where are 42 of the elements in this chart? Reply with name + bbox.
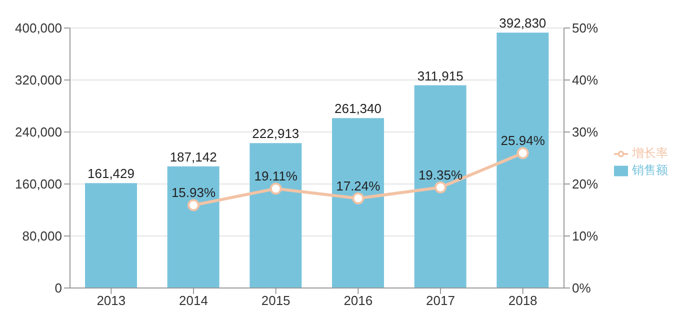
bar — [167, 166, 220, 288]
x-tick-label: 2017 — [426, 293, 455, 308]
y-tick-label: 80,000 — [22, 228, 62, 244]
data-label: 187,142 — [170, 149, 217, 164]
y-tick-label: 400,000 — [15, 20, 62, 36]
y2-tick-label: 20% — [572, 176, 598, 192]
bar — [414, 85, 466, 288]
x-tick-label: 2015 — [261, 293, 290, 308]
point — [188, 199, 200, 212]
point — [270, 182, 282, 195]
point — [516, 147, 529, 160]
y2-tick-label: 10% — [572, 228, 598, 244]
point — [434, 181, 446, 194]
data-label: 17.24% — [336, 178, 381, 194]
y-tick-label: 0 — [54, 280, 62, 296]
data-label: 19.11% — [254, 168, 298, 184]
data-label: 311,915 — [417, 68, 464, 84]
y-tick-label: 240,000 — [15, 124, 62, 140]
data-label: 19.35% — [418, 167, 463, 182]
x-tick-label: 2018 — [508, 293, 538, 308]
data-label: 25.94% — [500, 133, 546, 148]
y2-tick-label: 30% — [572, 124, 598, 140]
data-label: 392,830 — [499, 16, 546, 31]
bar — [250, 143, 302, 288]
legend-label: 增长率 — [632, 146, 668, 160]
y2-tick-label: 50% — [572, 20, 598, 36]
y2-tick-label: 40% — [572, 72, 598, 88]
data-label: 222,913 — [252, 126, 300, 142]
data-label: 15.93% — [171, 185, 216, 200]
x-tick-label: 2014 — [179, 293, 208, 308]
data-label: 261,340 — [334, 101, 382, 116]
bar — [85, 183, 137, 288]
x-tick-label: 2016 — [344, 293, 373, 308]
y-tick-label: 320,000 — [15, 72, 62, 88]
data-label: 161,429 — [88, 166, 134, 182]
y-tick-label: 160,000 — [15, 176, 62, 192]
legend-label: 销售额 — [632, 163, 668, 177]
x-tick-label: 2013 — [96, 293, 126, 308]
y2-tick-label: 0% — [572, 280, 592, 296]
bar — [332, 118, 384, 288]
point — [352, 192, 364, 204]
bar — [496, 32, 549, 288]
